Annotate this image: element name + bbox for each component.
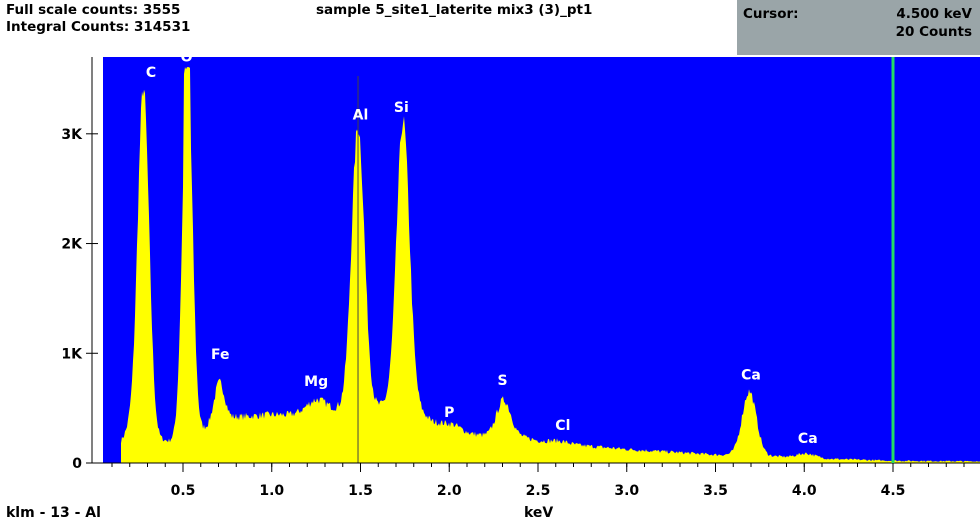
peak-label-c: C — [146, 65, 156, 81]
x-tick-label: 4.0 — [792, 483, 817, 499]
peak-label-s: S — [497, 373, 507, 389]
cursor-energy: 4.500 keV — [896, 6, 972, 22]
x-tick-label: 0.5 — [171, 483, 196, 499]
marker-info: klm - 13 - Al — [6, 505, 101, 521]
full-scale-counts: Full scale counts: 3555 — [6, 2, 181, 18]
integral-counts: Integral Counts: 314531 — [6, 19, 191, 35]
peak-label-mg: Mg — [304, 374, 328, 390]
x-tick-label: 1.0 — [259, 483, 284, 499]
x-tick-label: 2.5 — [526, 483, 551, 499]
x-tick-label: 2.0 — [437, 483, 462, 499]
x-tick-label: 3.0 — [614, 483, 639, 499]
x-axis-label: keV — [524, 505, 554, 521]
y-tick-label: 2K — [61, 237, 83, 253]
peak-label-ca: Ca — [741, 368, 761, 384]
peak-label-ca: Ca — [798, 431, 818, 447]
peak-label-o: O — [181, 49, 193, 65]
y-tick-label: 1K — [61, 346, 83, 362]
peak-label-cl: Cl — [555, 418, 570, 434]
x-tick-label: 3.5 — [703, 483, 728, 499]
peak-label-fe: Fe — [211, 347, 230, 363]
cursor-readout: Cursor: 4.500 keV 20 Counts — [737, 0, 980, 55]
peak-label-p: P — [444, 405, 454, 421]
y-tick-label: 3K — [61, 127, 83, 143]
x-tick-label: 1.5 — [348, 483, 373, 499]
peak-label-si: Si — [394, 100, 409, 116]
peak-label-al: Al — [353, 108, 369, 124]
x-tick-label: 4.5 — [881, 483, 906, 499]
plot-area[interactable] — [103, 57, 980, 463]
y-tick-label: 0 — [72, 456, 82, 472]
cursor-label: Cursor: — [743, 6, 799, 22]
cursor-counts: 20 Counts — [895, 24, 972, 40]
spectrum-title: sample 5_site1_laterite mix3 (3)_pt1 — [316, 2, 593, 18]
